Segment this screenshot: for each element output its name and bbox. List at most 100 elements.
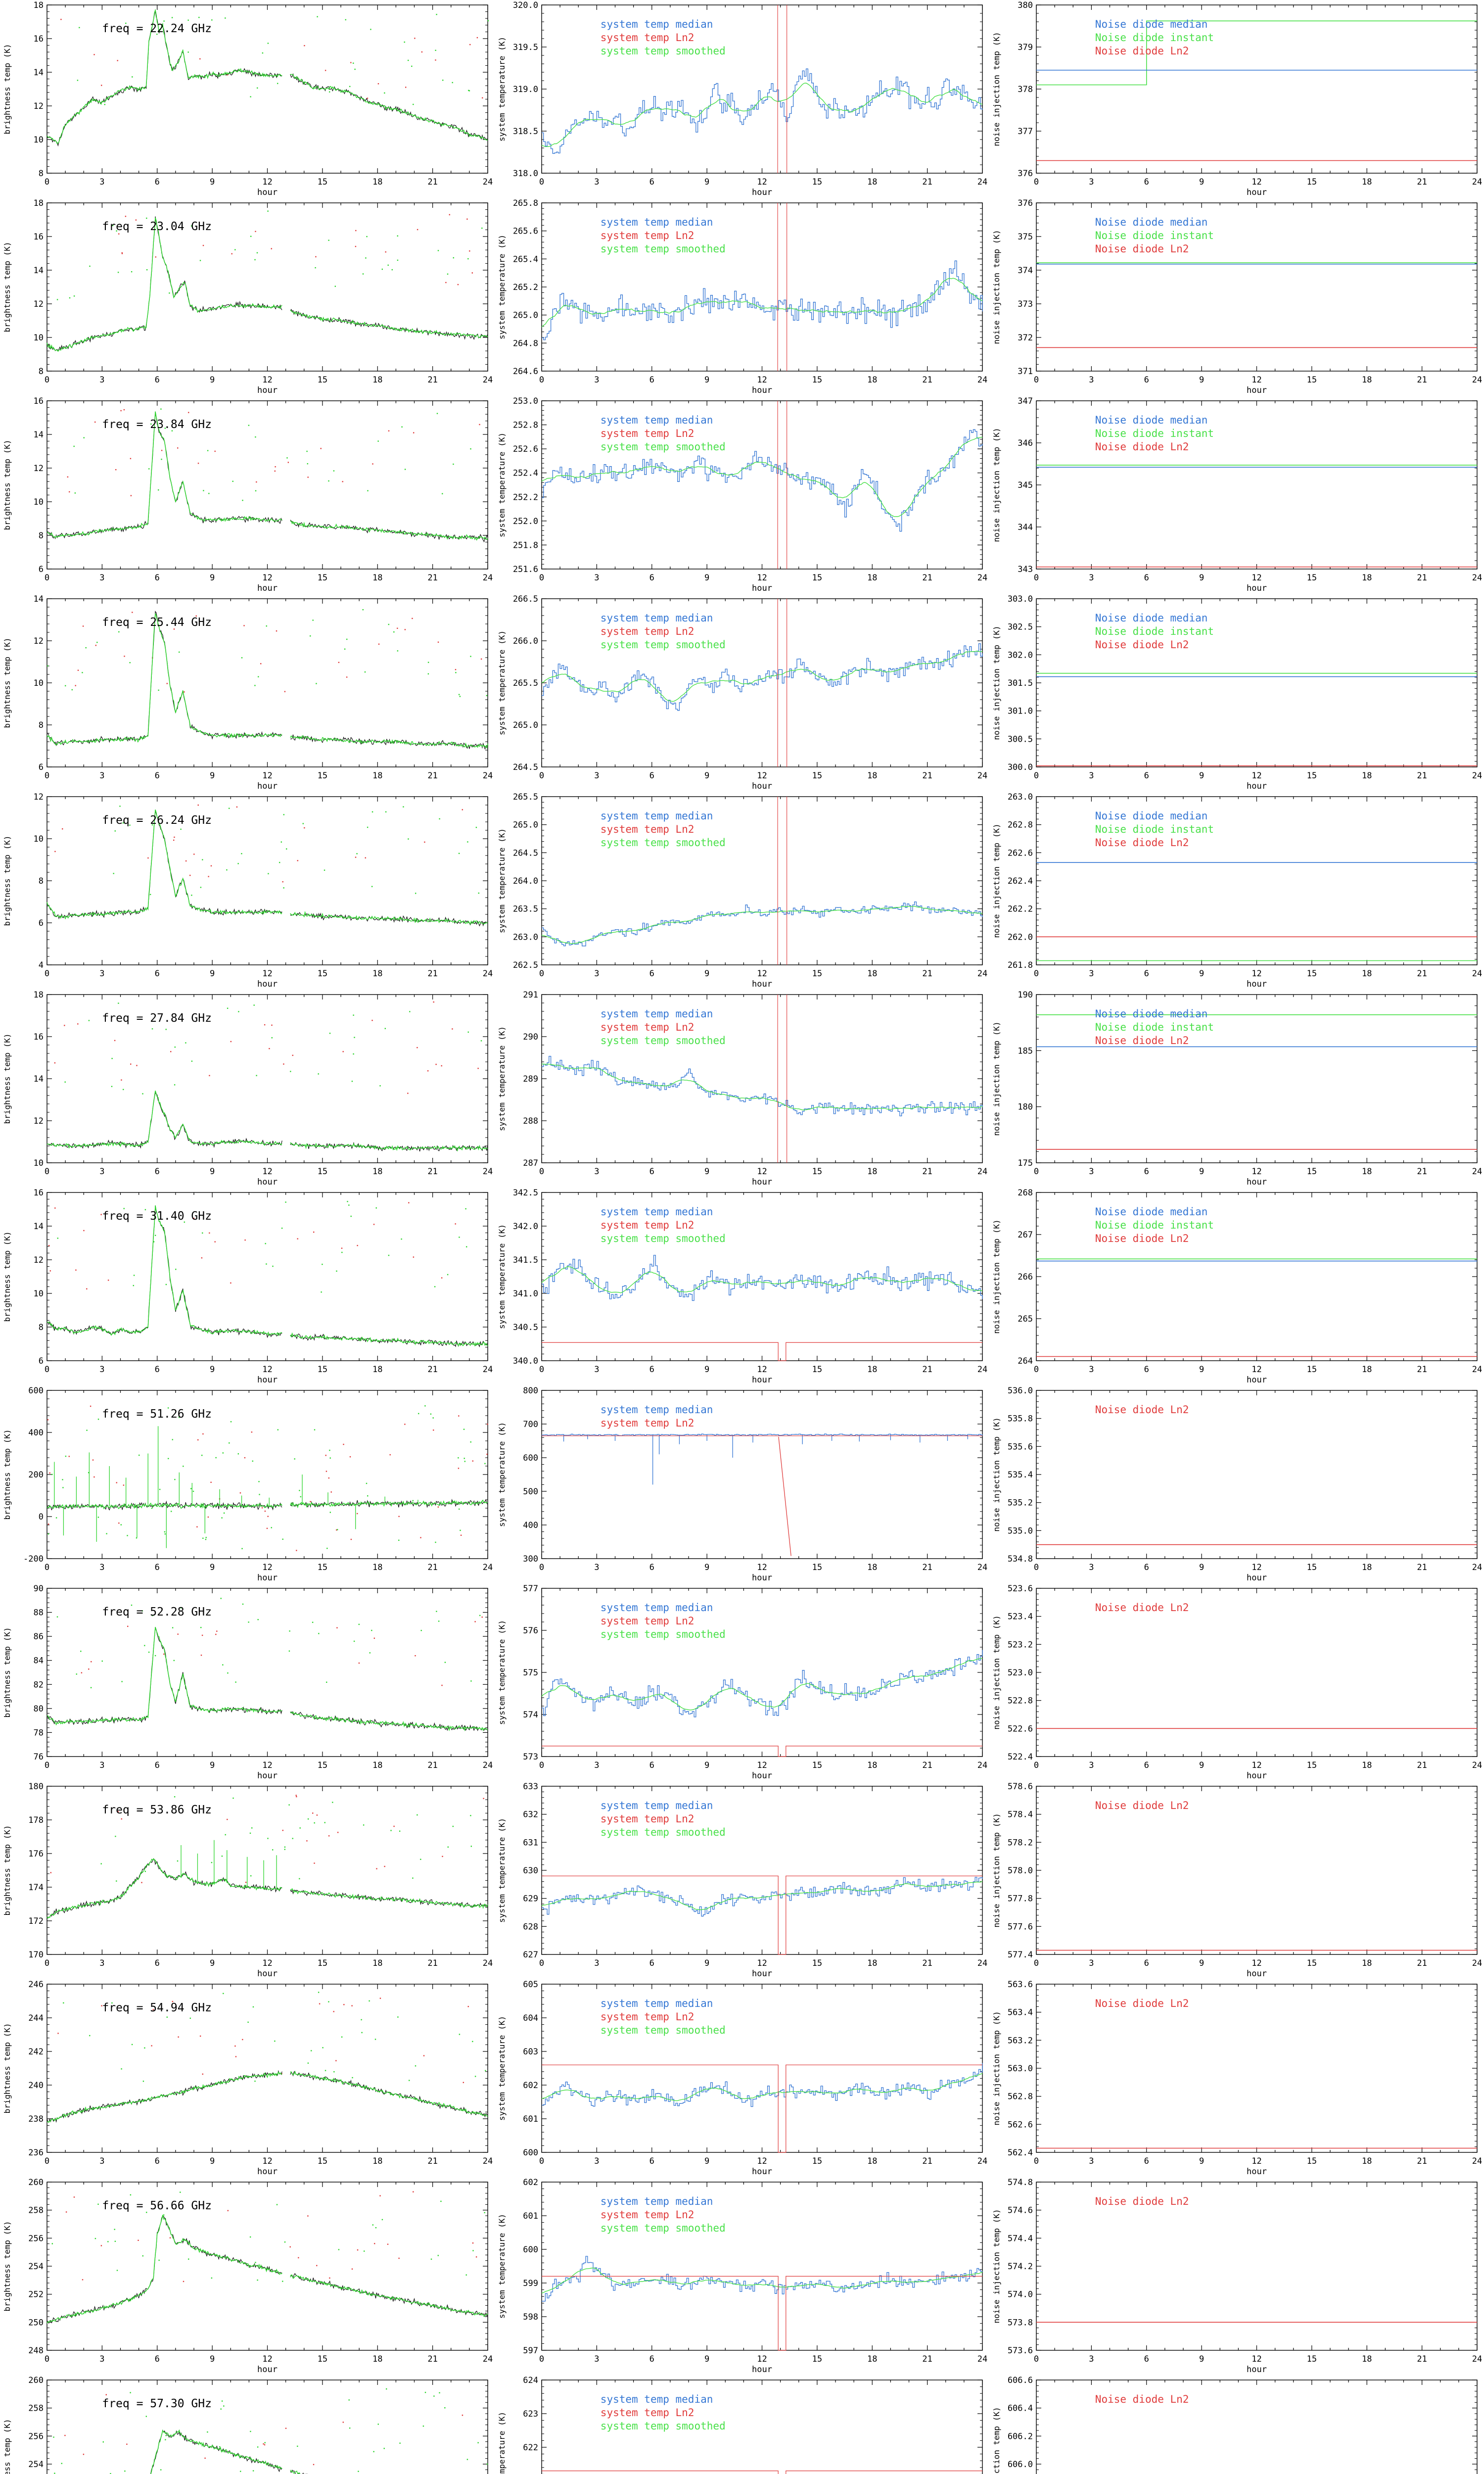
svg-text:9: 9 [210,969,215,979]
svg-text:system temp Ln2: system temp Ln2 [601,1021,695,1033]
svg-text:12: 12 [262,1760,272,1770]
svg-text:0: 0 [1034,969,1039,979]
svg-text:15: 15 [812,1958,822,1968]
svg-text:523.6: 523.6 [1008,1584,1033,1594]
svg-text:system temperature (K): system temperature (K) [497,1818,507,1923]
panel-system-temperature-row-1: 0 3 6 9 12 15 18 21 24 hour 318.0 318.5 319.0 319.5 32… [495,0,989,198]
svg-text:12: 12 [262,969,272,979]
svg-text:noise injection temp (K): noise injection temp (K) [992,32,1001,146]
svg-text:563.0: 563.0 [1008,2064,1033,2074]
svg-text:3: 3 [99,1167,104,1177]
panel-system-temperature-row-10: 0 3 6 9 12 15 18 21 24 hour 627 628 629 630 631 632 633 s… [495,1781,989,1979]
svg-text:system temp smoothed: system temp smoothed [601,243,726,255]
svg-text:9: 9 [704,375,709,385]
svg-text:9: 9 [704,1167,709,1177]
svg-text:9: 9 [210,1167,215,1177]
svg-text:18: 18 [867,1563,877,1572]
svg-text:15: 15 [318,1760,327,1770]
svg-text:18: 18 [372,177,382,187]
svg-text:24: 24 [1472,1365,1482,1375]
svg-text:12: 12 [1252,573,1261,583]
svg-text:9: 9 [210,2354,215,2364]
svg-text:21: 21 [922,1563,932,1572]
svg-text:12: 12 [262,177,272,187]
svg-text:9: 9 [210,177,215,187]
svg-text:10: 10 [34,834,44,844]
noise-injection-plot-row-9: 0 3 6 9 12 15 18 21 24 hour 522.4 522.6 522.8 523.0 52… [992,1584,1482,1781]
svg-text:24: 24 [977,1167,987,1177]
svg-text:system temp Ln2: system temp Ln2 [601,1615,695,1627]
svg-text:12: 12 [757,177,767,187]
svg-text:21: 21 [1417,375,1427,385]
svg-text:24: 24 [1472,177,1482,187]
noise-injection-plot-row-12: 0 3 6 9 12 15 18 21 24hour573.6573.8574.0574.257… [992,2178,1482,2375]
svg-text:9: 9 [704,1365,709,1375]
svg-text:3: 3 [99,177,104,187]
svg-text:301.0: 301.0 [1008,707,1033,716]
svg-text:6: 6 [155,1563,160,1572]
svg-text:system temp Ln2: system temp Ln2 [601,1219,695,1231]
svg-text:12: 12 [262,573,272,583]
svg-text:18: 18 [372,2354,382,2364]
svg-text:18: 18 [372,2156,382,2166]
svg-text:318.0: 318.0 [513,169,538,179]
svg-text:24: 24 [977,573,987,583]
svg-text:24: 24 [977,375,987,385]
svg-text:6: 6 [649,1958,654,1968]
svg-text:0: 0 [45,1958,49,1968]
svg-text:376: 376 [1018,169,1033,179]
svg-text:12: 12 [262,2354,272,2364]
svg-text:256: 256 [28,2234,44,2243]
panel-noise-injection-row-4: 0 3 6 9 12 15 18 21 24 hour 300.0 300.5 301.0 301.5 30… [989,594,1484,792]
svg-text:0: 0 [45,969,49,979]
svg-text:system temp median: system temp median [601,810,713,822]
panel-system-temperature-row-13: 03691215182124hour619620621622623624syst… [495,2375,989,2474]
svg-text:system temp Ln2: system temp Ln2 [601,230,695,241]
svg-text:523.4: 523.4 [1008,1612,1033,1622]
svg-text:freq = 54.94 GHz: freq = 54.94 GHz [102,2001,212,2014]
svg-text:577.4: 577.4 [1008,1950,1033,1960]
svg-text:6: 6 [155,1365,160,1375]
svg-text:265.5: 265.5 [513,792,538,802]
svg-text:10: 10 [34,678,44,688]
svg-text:18: 18 [34,990,44,1000]
svg-text:800: 800 [523,1386,538,1396]
panel-system-temperature-row-2: 0 3 6 9 12 15 18 21 24 hour 264.6 264.8 265.0 265.2 26… [495,198,989,396]
svg-text:21: 21 [1417,1760,1427,1770]
svg-text:system temp Ln2: system temp Ln2 [601,1813,695,1825]
svg-text:21: 21 [922,969,932,979]
svg-text:18: 18 [372,1958,382,1968]
svg-text:629: 629 [523,1894,538,1904]
svg-text:12: 12 [757,375,767,385]
svg-text:12: 12 [262,1167,272,1177]
svg-text:3: 3 [1089,2156,1094,2166]
svg-text:251.6: 251.6 [513,565,538,574]
svg-text:21: 21 [922,771,932,781]
svg-text:18: 18 [372,969,382,979]
svg-text:hour: hour [257,1573,278,1583]
svg-text:8: 8 [39,1323,44,1332]
panel-system-temperature-row-8: 0 3 6 9 12 15 18 21 24 hour 300 400 500 600 700 800 syst… [495,1385,989,1583]
svg-text:252.8: 252.8 [513,421,538,430]
svg-text:300.0: 300.0 [1008,762,1033,772]
svg-text:hour: hour [752,583,772,593]
svg-text:236: 236 [28,2148,44,2158]
svg-text:6: 6 [1144,1167,1149,1177]
svg-text:3: 3 [594,771,599,781]
svg-text:535.4: 535.4 [1008,1470,1033,1480]
svg-text:21: 21 [922,1167,932,1177]
panel-brightness-spectrum-row-7: 0 3 6 9 12 15 18 21 24 hour 6 8 10 12 14 16 brightness t… [0,1188,495,1385]
svg-text:9: 9 [704,177,709,187]
svg-text:242: 242 [28,2047,44,2057]
svg-text:9: 9 [210,2156,215,2166]
svg-text:303.0: 303.0 [1008,594,1033,604]
svg-text:0: 0 [539,1958,544,1968]
svg-text:288: 288 [523,1116,538,1126]
svg-text:24: 24 [1472,1958,1482,1968]
svg-text:200: 200 [28,1470,44,1480]
svg-text:264.0: 264.0 [513,876,538,886]
svg-text:21: 21 [922,2156,932,2166]
svg-text:3: 3 [594,375,599,385]
svg-text:170: 170 [28,1950,44,1960]
svg-text:0: 0 [45,177,49,187]
